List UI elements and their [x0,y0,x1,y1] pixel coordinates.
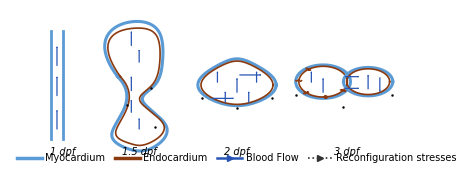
Text: 3 dpf: 3 dpf [334,147,359,157]
Legend: Myocardium, Endocardium, Blood Flow, Reconfiguration stresses: Myocardium, Endocardium, Blood Flow, Rec… [13,149,461,167]
Text: 2 dpf: 2 dpf [224,147,250,157]
Text: 1.5 dpf: 1.5 dpf [122,147,156,157]
Text: 1 dpf: 1 dpf [50,147,75,157]
